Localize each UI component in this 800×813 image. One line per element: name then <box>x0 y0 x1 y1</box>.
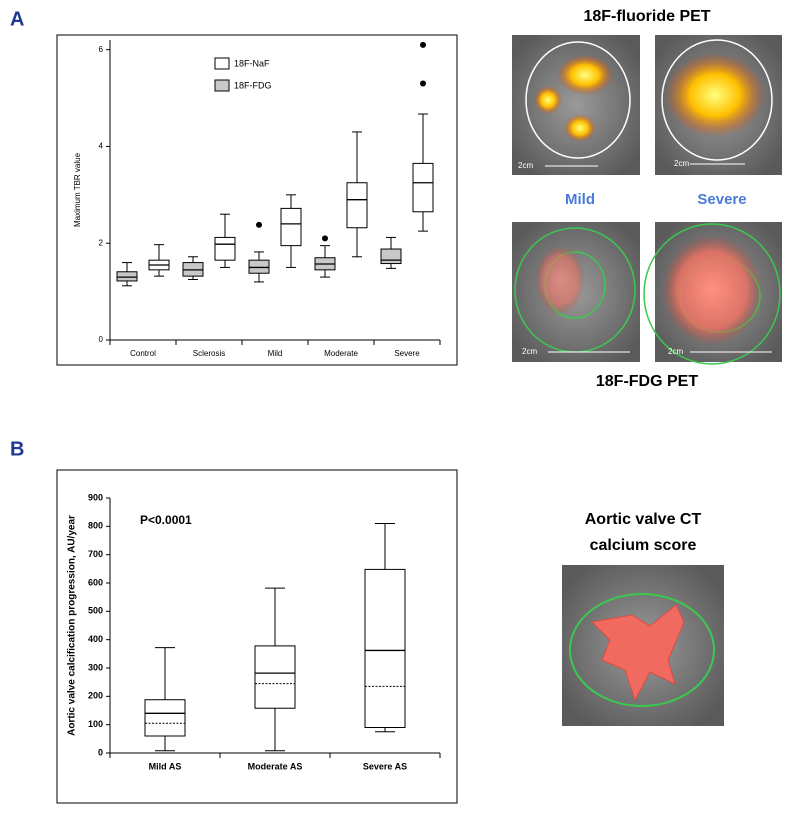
box <box>116 271 138 282</box>
chart-frame <box>56 34 458 366</box>
box <box>144 699 186 737</box>
box <box>248 259 270 274</box>
x-tick-label: Moderate <box>324 349 358 358</box>
y-tick-label: 0 <box>99 335 104 344</box>
x-tick-label: Sclerosis <box>193 349 225 358</box>
box <box>346 182 368 229</box>
y-tick-label: 2 <box>99 238 104 247</box>
x-tick-label: Control <box>130 349 156 358</box>
legend-label: 18F-FDG <box>234 80 272 90</box>
y-tick-label: 4 <box>99 142 104 151</box>
x-tick-label: Mild AS <box>149 761 182 771</box>
legend-label: 18F-NaF <box>234 58 270 68</box>
y-tick-label: 400 <box>88 634 103 644</box>
y-axis-label: Maximum TBR value <box>73 152 82 227</box>
pet-image <box>643 222 782 365</box>
image-caption: 18F-fluoride PET <box>583 8 710 25</box>
scale-label: 2cm <box>674 159 689 168</box>
pet-image <box>512 35 640 175</box>
outlier <box>322 235 328 242</box>
scale-label: 2cm <box>518 161 533 170</box>
legend-swatch <box>214 79 230 92</box>
y-tick-label: 200 <box>88 691 103 701</box>
x-tick-label: Severe <box>394 349 420 358</box>
y-tick-label: 6 <box>99 45 104 54</box>
annotation: P<0.0001 <box>140 513 192 527</box>
y-tick-label: 300 <box>88 662 103 672</box>
pet-image <box>512 222 640 362</box>
x-tick-label: Moderate AS <box>248 761 303 771</box>
box <box>380 248 402 265</box>
y-tick-label: 600 <box>88 577 103 587</box>
scale-label: 2cm <box>522 347 537 356</box>
y-tick-label: 700 <box>88 549 103 559</box>
panel-label: A <box>10 8 24 30</box>
y-tick-label: 800 <box>88 521 103 531</box>
chart-frame <box>56 469 458 804</box>
scale-label: 2cm <box>668 347 683 356</box>
outlier <box>420 41 426 48</box>
y-tick-label: 0 <box>98 747 103 757</box>
x-tick-label: Severe AS <box>363 761 407 771</box>
box <box>364 568 406 729</box>
y-tick-label: 100 <box>88 719 103 729</box>
box <box>254 645 296 709</box>
severity-label: Mild <box>565 191 595 208</box>
outlier <box>256 221 262 228</box>
y-tick-label: 900 <box>88 492 103 502</box>
image-caption: 18F-FDG PET <box>596 373 698 390</box>
y-tick-label: 500 <box>88 606 103 616</box>
image-caption: calcium score <box>590 537 697 554</box>
box <box>280 207 302 247</box>
legend-swatch <box>214 57 230 70</box>
ct-image <box>562 565 724 726</box>
pet-image <box>655 35 782 175</box>
outlier <box>420 80 426 87</box>
image-caption: Aortic valve CT <box>585 511 702 528</box>
panel-label: B <box>10 438 24 460</box>
x-tick-label: Mild <box>268 349 283 358</box>
box <box>412 162 434 213</box>
severity-label: Severe <box>697 191 746 208</box>
box <box>214 236 236 261</box>
y-axis-label: Aortic valve calcification progression, … <box>67 515 78 736</box>
